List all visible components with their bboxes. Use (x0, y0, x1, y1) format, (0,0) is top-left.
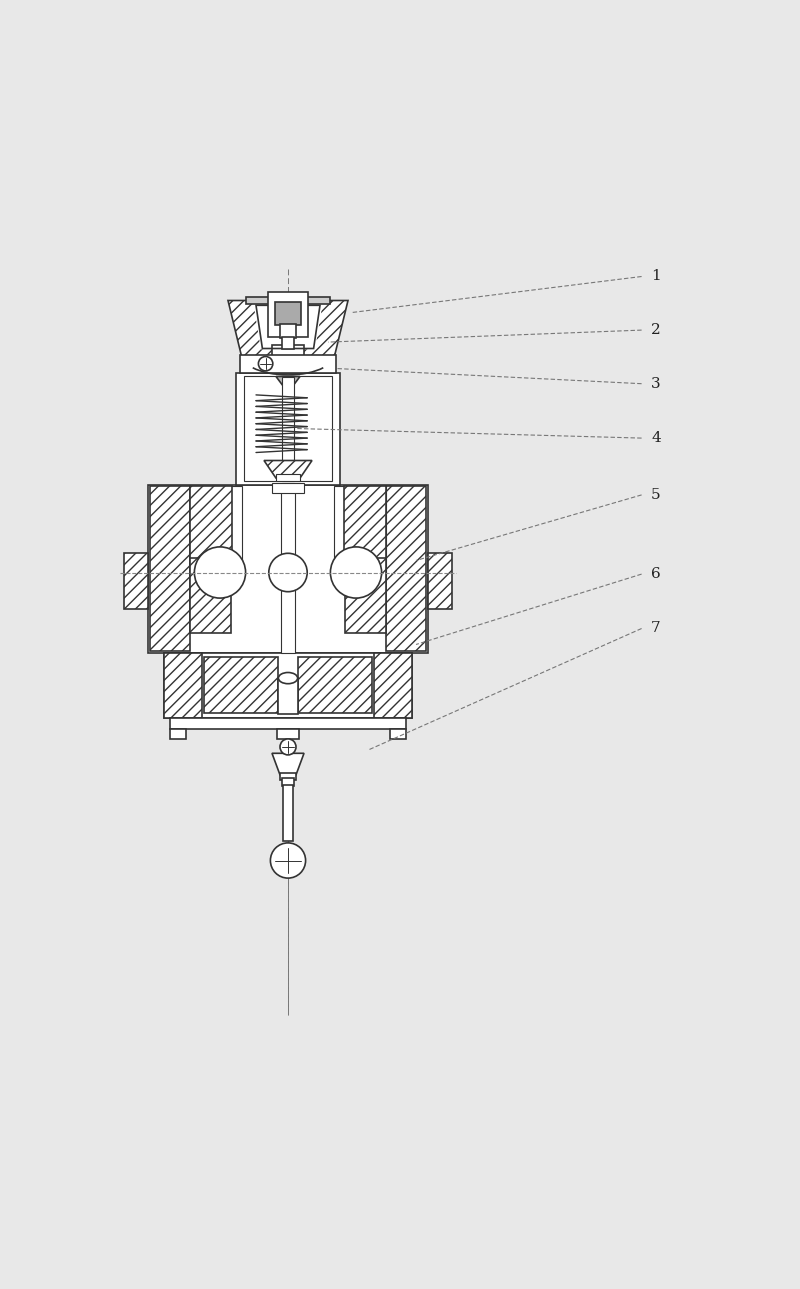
Bar (282, 779, 294, 786)
Bar (275, 302, 301, 325)
Bar (190, 486, 242, 576)
Circle shape (280, 739, 296, 755)
Bar (164, 652, 202, 718)
Text: 2: 2 (651, 324, 661, 338)
Bar (390, 730, 406, 739)
Bar (278, 678, 298, 714)
Bar (281, 485, 295, 652)
Bar (190, 486, 232, 576)
Bar (170, 718, 406, 730)
Bar (204, 657, 278, 713)
Bar (280, 773, 296, 780)
Bar (334, 486, 386, 576)
Text: 5: 5 (651, 489, 661, 501)
Bar (272, 344, 304, 361)
Bar (124, 553, 148, 608)
Bar (236, 373, 340, 485)
Polygon shape (276, 376, 300, 392)
Text: 1: 1 (651, 269, 661, 284)
Bar (246, 298, 330, 304)
Text: 3: 3 (651, 376, 661, 391)
Polygon shape (254, 304, 322, 348)
Bar (244, 375, 332, 481)
Bar (298, 657, 372, 713)
Bar (344, 486, 386, 576)
Bar (272, 483, 304, 492)
Bar (276, 474, 300, 481)
Circle shape (330, 547, 382, 598)
Bar (345, 558, 386, 633)
Bar (190, 558, 231, 633)
Bar (386, 486, 426, 651)
Text: 4: 4 (651, 431, 661, 445)
Bar (277, 730, 299, 739)
Bar (280, 324, 296, 338)
Bar (170, 730, 186, 739)
Bar (164, 652, 412, 718)
Circle shape (258, 357, 273, 371)
Bar (240, 354, 336, 373)
Bar (428, 553, 452, 608)
Bar (268, 293, 308, 336)
Polygon shape (272, 753, 304, 775)
Circle shape (269, 553, 307, 592)
Bar (283, 785, 293, 840)
Bar (282, 338, 294, 348)
Text: 6: 6 (651, 567, 661, 581)
Bar (282, 376, 294, 481)
Circle shape (194, 547, 246, 598)
Polygon shape (264, 460, 312, 478)
Text: 7: 7 (651, 621, 661, 635)
Circle shape (270, 843, 306, 878)
Bar (150, 486, 190, 651)
Ellipse shape (278, 673, 298, 683)
Bar (148, 485, 428, 652)
Polygon shape (228, 300, 348, 357)
Bar (374, 652, 412, 718)
